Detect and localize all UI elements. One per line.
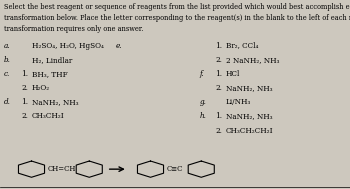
Text: NaNH₂, NH₃: NaNH₂, NH₃: [32, 98, 78, 106]
Text: e.: e.: [116, 42, 122, 50]
Text: a.: a.: [4, 42, 10, 50]
Text: H₂SO₄, H₂O, HgSO₄: H₂SO₄, H₂O, HgSO₄: [32, 42, 103, 50]
Text: 2.: 2.: [215, 84, 222, 92]
Text: transformation below. Place the letter corresponding to the reagent(s) in the bl: transformation below. Place the letter c…: [4, 14, 350, 22]
Text: c.: c.: [4, 70, 10, 78]
Text: 2.: 2.: [21, 84, 28, 92]
Text: 1.: 1.: [21, 98, 28, 106]
Text: 2.: 2.: [21, 112, 28, 120]
Text: 2.: 2.: [215, 127, 222, 135]
Text: d.: d.: [4, 98, 10, 106]
Text: C≡C: C≡C: [166, 165, 183, 173]
Text: f.: f.: [199, 70, 204, 78]
Text: NaNH₂, NH₃: NaNH₂, NH₃: [226, 112, 272, 120]
Text: 1.: 1.: [215, 112, 222, 120]
Text: g.: g.: [199, 98, 206, 106]
Text: 2.: 2.: [215, 56, 222, 64]
Text: Li/NH₃: Li/NH₃: [226, 98, 251, 106]
Text: CH₃CH₂I: CH₃CH₂I: [32, 112, 64, 120]
Text: transformation requires only one answer.: transformation requires only one answer.: [4, 25, 143, 33]
Text: Select the best reagent or sequence of reagents from the list provided which wou: Select the best reagent or sequence of r…: [4, 3, 350, 11]
Text: HCl: HCl: [226, 70, 240, 78]
Text: 1.: 1.: [21, 70, 28, 78]
Text: NaNH₂, NH₃: NaNH₂, NH₃: [226, 84, 272, 92]
Text: b.: b.: [4, 56, 10, 64]
Text: H₂, Lindlar: H₂, Lindlar: [32, 56, 72, 64]
Text: h.: h.: [199, 112, 206, 120]
Text: CH₃CH₂CH₂I: CH₃CH₂CH₂I: [226, 127, 273, 135]
Text: 1.: 1.: [215, 42, 222, 50]
Text: 2 NaNH₂, NH₃: 2 NaNH₂, NH₃: [226, 56, 279, 64]
Text: BH₃, THF: BH₃, THF: [32, 70, 67, 78]
Text: CH=CH: CH=CH: [48, 165, 76, 173]
Text: H₂O₂: H₂O₂: [32, 84, 50, 92]
Text: 1.: 1.: [215, 70, 222, 78]
Text: Br₂, CCl₄: Br₂, CCl₄: [226, 42, 258, 50]
